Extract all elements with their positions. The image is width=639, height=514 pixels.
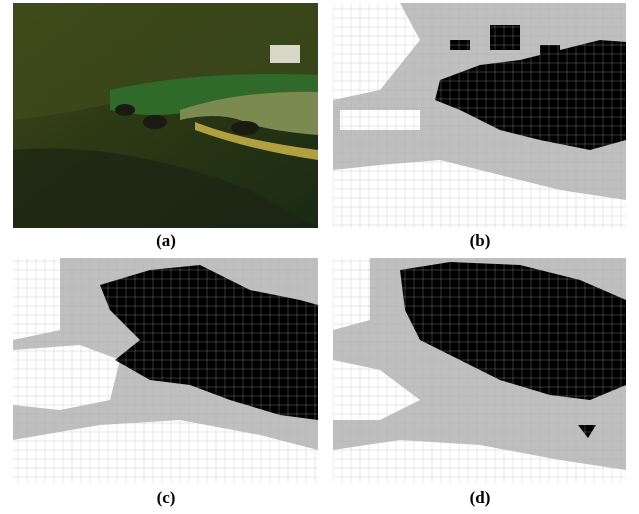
map-panel — [333, 3, 626, 228]
caption: (b) — [470, 231, 491, 250]
caption: (a) — [156, 231, 176, 250]
map-panel — [333, 258, 626, 483]
figure: (a) (b) (c) (d) — [0, 0, 639, 514]
pixel-grid — [333, 258, 626, 483]
pixel-grid — [333, 3, 626, 228]
map-panel — [13, 258, 318, 483]
sign — [270, 45, 300, 63]
kart — [143, 115, 167, 129]
caption: (c) — [157, 488, 176, 507]
caption: (d) — [470, 488, 491, 507]
photo-panel — [13, 3, 318, 228]
kart — [115, 104, 135, 116]
kart — [231, 121, 259, 135]
pixel-grid — [13, 258, 318, 483]
